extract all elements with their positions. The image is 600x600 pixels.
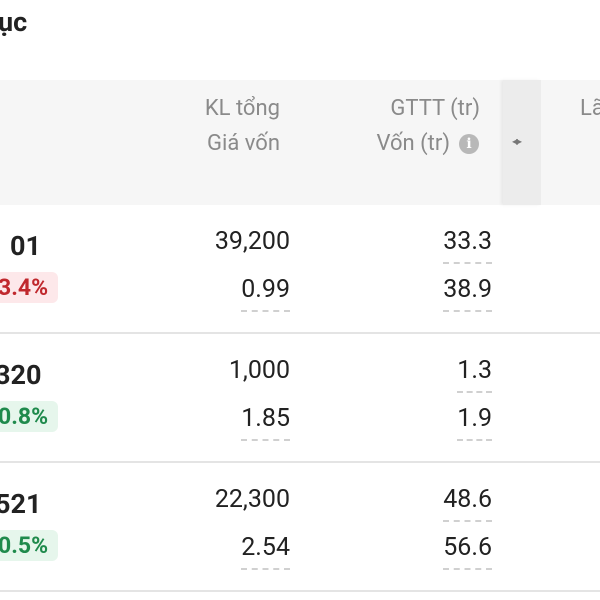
capital: 1.9	[457, 404, 492, 441]
column-toggle[interactable]	[503, 80, 541, 205]
change-badge: 0.5%	[0, 530, 59, 561]
volume: 39,200	[214, 227, 290, 256]
column-header[interactable]: Giá vốn	[207, 131, 280, 156]
market-value: 33.3	[443, 227, 492, 264]
cost-price: 2.54	[241, 533, 290, 570]
stock-symbol: 01	[10, 230, 41, 262]
row-divider	[0, 332, 600, 334]
page-title: ục	[0, 6, 28, 38]
change-badge: 3.4%	[0, 272, 59, 303]
capital: 38.9	[443, 275, 492, 312]
volume: 22,300	[214, 485, 290, 514]
change-badge: 0.8%	[0, 401, 59, 432]
volume: 1,000	[228, 356, 290, 385]
capital: 56.6	[443, 533, 492, 570]
cost-price: 0.99	[241, 275, 290, 312]
info-icon[interactable]: i	[459, 134, 479, 154]
stock-symbol: 320	[0, 359, 42, 391]
column-header[interactable]: Vốn (tr)	[376, 131, 450, 156]
scroll-arrows[interactable]: ◂▸	[512, 134, 522, 148]
column-header[interactable]: Lã	[580, 96, 600, 121]
column-header[interactable]: KL tổng	[204, 96, 280, 121]
table-header	[0, 80, 600, 205]
row-divider	[0, 590, 600, 592]
column-header[interactable]: GTTT (tr)	[390, 96, 480, 121]
stock-symbol: 521	[0, 488, 42, 520]
row-divider	[0, 461, 600, 463]
market-value: 48.6	[443, 485, 492, 522]
cost-price: 1.85	[241, 404, 290, 441]
market-value: 1.3	[457, 356, 492, 393]
